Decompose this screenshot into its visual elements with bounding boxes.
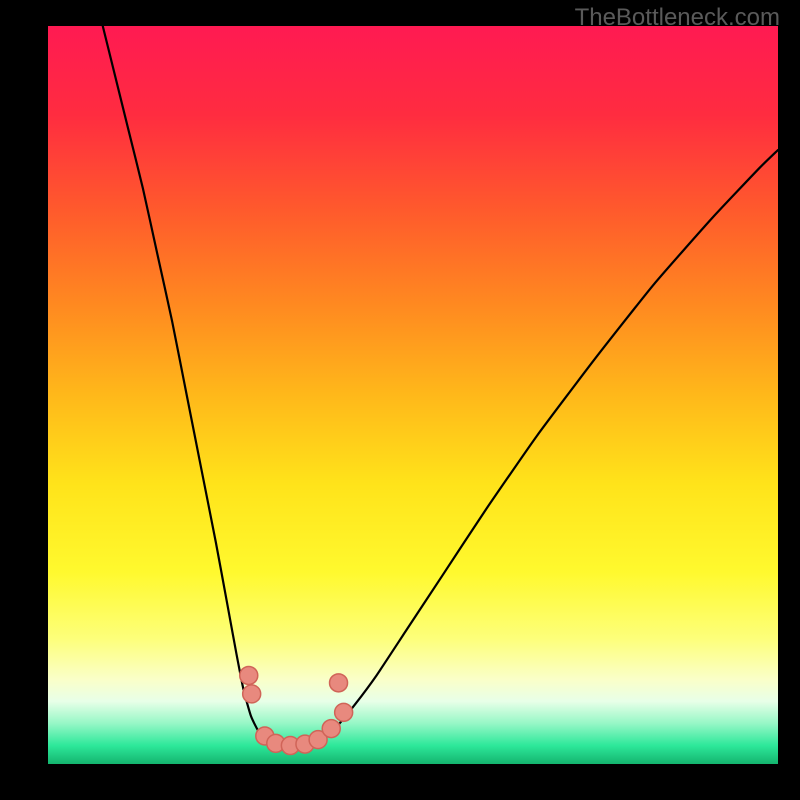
data-marker xyxy=(330,674,348,692)
data-marker xyxy=(240,666,258,684)
plot-background xyxy=(48,26,778,764)
watermark-text: TheBottleneck.com xyxy=(575,4,780,32)
data-marker xyxy=(243,685,261,703)
data-marker xyxy=(335,703,353,721)
chart-stage: TheBottleneck.com xyxy=(0,0,800,800)
chart-svg xyxy=(0,0,800,800)
data-marker xyxy=(322,720,340,738)
